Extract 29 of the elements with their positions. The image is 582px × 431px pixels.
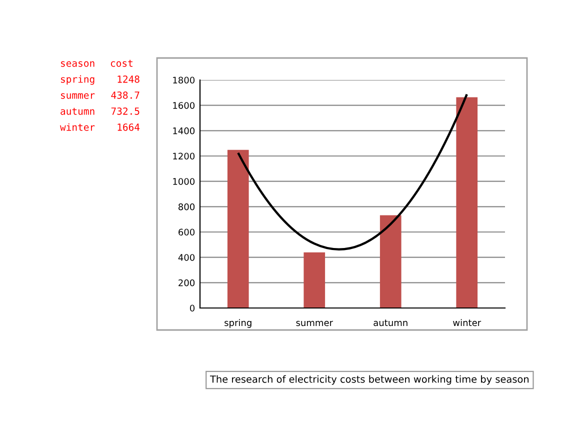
y-tick-label: 200 bbox=[178, 279, 195, 286]
y-tick-label: 600 bbox=[178, 228, 195, 236]
y-tick-label: 1400 bbox=[173, 127, 195, 134]
category-label: winter bbox=[60, 123, 95, 131]
bar bbox=[304, 252, 326, 308]
text: season bbox=[61, 61, 94, 67]
x-tick-label: winter bbox=[453, 319, 482, 326]
data-label: 1664 bbox=[118, 123, 140, 131]
x-tick-label: spring bbox=[224, 319, 252, 328]
data-label: 1248 bbox=[118, 75, 140, 83]
x-tick-label: autumn bbox=[374, 320, 408, 326]
bar bbox=[227, 150, 249, 308]
data-label: 438.7 bbox=[111, 91, 140, 99]
y-tick-label: 0 bbox=[190, 304, 195, 312]
category-label: summer bbox=[61, 93, 95, 99]
data-label: 732.5 bbox=[111, 107, 140, 115]
category-label: autumn bbox=[60, 108, 94, 115]
x-tick-label: summer bbox=[296, 320, 334, 326]
y-tick-label: 400 bbox=[178, 254, 195, 261]
bar bbox=[380, 215, 402, 308]
y-tick-label: 1200 bbox=[173, 152, 195, 160]
text: The research of electricity costs between working time by season bbox=[210, 375, 529, 385]
category-label: spring bbox=[61, 75, 94, 85]
y-tick-label: 1800 bbox=[173, 76, 195, 84]
y-tick-label: 1600 bbox=[173, 102, 195, 109]
text: cost bbox=[110, 60, 132, 67]
bar bbox=[456, 97, 478, 308]
y-tick-label: 1000 bbox=[173, 178, 195, 185]
y-tick-label: 800 bbox=[178, 203, 195, 210]
